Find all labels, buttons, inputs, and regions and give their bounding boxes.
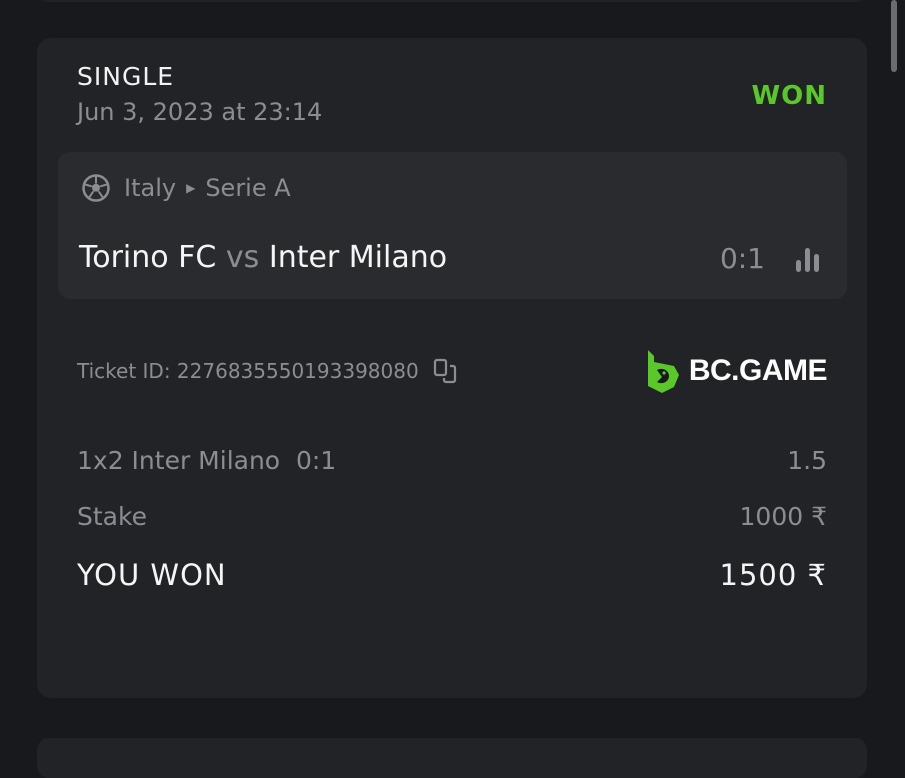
bet-date: Jun 3, 2023 at 23:14 — [77, 98, 323, 126]
match-panel[interactable]: Italy ▶ Serie A Torino FC vs Inter Milan… — [58, 152, 847, 299]
soccer-ball-icon — [82, 174, 110, 202]
selection: 1x2 Inter Milano 0:1 — [77, 446, 337, 475]
home-team: Torino FC — [79, 240, 217, 275]
league-breadcrumb: Italy ▶ Serie A — [82, 174, 291, 202]
vs-label: vs — [225, 240, 260, 275]
away-team: Inter Milano — [268, 240, 448, 275]
stake-row: Stake 1000 ₹ — [77, 502, 827, 531]
stake-label: Stake — [77, 502, 147, 531]
previous-bet-card — [37, 0, 867, 2]
stake-value: 1000 ₹ — [739, 502, 827, 531]
bar-chart-icon[interactable] — [793, 248, 821, 272]
next-bet-card — [37, 738, 867, 778]
selection-row: 1x2 Inter Milano 0:1 1.5 — [77, 446, 827, 475]
country: Italy — [124, 174, 177, 202]
scrollbar[interactable] — [891, 0, 897, 72]
bc-game-logo-icon — [647, 350, 679, 393]
ticket-id-text: Ticket ID: 2276835550193398080 — [77, 359, 419, 383]
brand-name: BC.GAME — [688, 354, 828, 387]
odds: 1.5 — [787, 446, 827, 475]
brand-logo: BC.GAME — [645, 348, 828, 394]
ticket-id: Ticket ID: 2276835550193398080 — [77, 358, 459, 384]
caret-right-icon: ▶ — [186, 181, 196, 195]
bet-type: SINGLE — [77, 62, 175, 91]
copy-icon[interactable] — [433, 358, 459, 384]
league: Serie A — [205, 174, 291, 202]
teams: Torino FC vs Inter Milano — [79, 240, 447, 275]
bet-card: SINGLE Jun 3, 2023 at 23:14 WON Italy ▶ … — [37, 38, 867, 698]
payout-row: YOU WON 1500 ₹ — [77, 558, 827, 592]
match-score: 0:1 — [719, 242, 765, 275]
status-badge: WON — [751, 81, 827, 111]
payout-label: YOU WON — [77, 558, 227, 592]
payout-value: 1500 ₹ — [719, 558, 827, 592]
